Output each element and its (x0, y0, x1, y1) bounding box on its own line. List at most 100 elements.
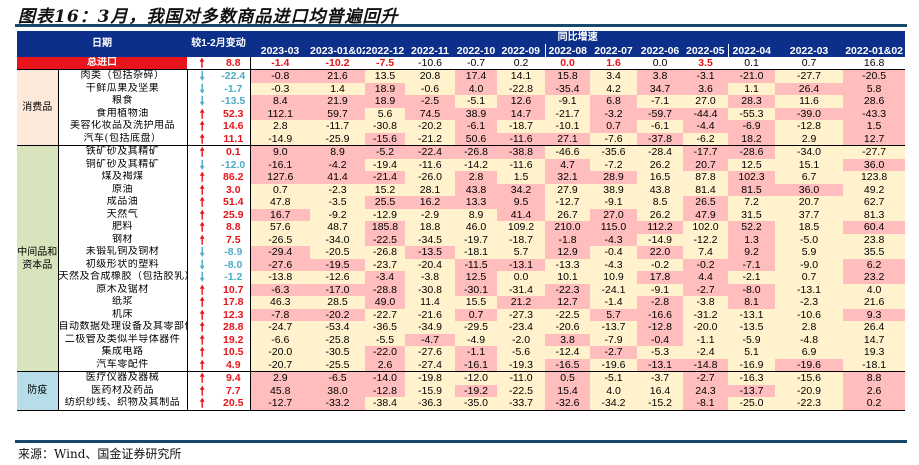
yoy-value-cell: -4.3 (590, 258, 638, 271)
yoy-value-cell: 0.5 (545, 371, 591, 385)
column-header: 2022-03 (775, 44, 844, 57)
table-row: 机床 🠕 12.3 -7.8 -20.2 -22.7 -21.6 0.7 -27.3 -22.5 5… (17, 308, 906, 321)
yoy-value-cell: 15.2 (365, 183, 406, 196)
yoy-value-cell: -27.6 (405, 346, 456, 359)
yoy-value-cell: 21.6 (310, 69, 366, 83)
yoy-value-cell: -34.0 (775, 145, 844, 159)
yoy-value-cell: 2.9 (775, 132, 844, 146)
yoy-value-cell: -7.9 (590, 333, 638, 346)
yoy-value-cell: 4.7 (545, 158, 591, 171)
yoy-value-cell: -19.7 (455, 233, 498, 246)
yoy-value-cell: 4.2 (590, 82, 638, 95)
arrow-up-icon: 🠕 (199, 221, 205, 234)
yoy-value-cell: -28.8 (365, 283, 406, 296)
yoy-value-cell: -20.4 (405, 258, 456, 271)
yoy-value-cell: 5.1 (728, 346, 776, 359)
table-row: 初级形状的塑料 🠗 -8.0 -27.6 -19.5 -23.7 -20.4 -11.5 -13… (17, 258, 906, 271)
table-row: 自动数据处理设备及其零部件 🠕 28.8 -24.7 -53.4 -36.5 -34.9 -2… (17, 321, 906, 334)
change-value: 7.7 (217, 384, 251, 397)
change-value: 51.4 (217, 196, 251, 209)
yoy-value-cell: 41.4 (497, 208, 546, 221)
yoy-value-cell: 28.9 (590, 171, 638, 184)
yoy-value-cell: -6.6 (250, 333, 311, 346)
arrow-up-icon: 🠕 (199, 333, 205, 346)
yoy-value-cell: -27.7 (843, 145, 906, 159)
yoy-value-cell: -24.7 (250, 321, 311, 334)
yoy-value-cell: -19.3 (497, 358, 546, 372)
yoy-value-cell: -30.5 (310, 346, 366, 359)
yoy-value-cell: 26.7 (545, 208, 591, 221)
yoy-value-cell: 1.5 (843, 120, 906, 133)
change-value: 20.5 (217, 397, 251, 411)
yoy-value-cell: -4.8 (775, 333, 844, 346)
yoy-value-cell: -13.1 (775, 283, 844, 296)
yoy-value-cell: 14.1 (497, 69, 546, 83)
yoy-value-cell: 2.8 (455, 171, 498, 184)
yoy-value-cell: -15.6 (365, 132, 406, 146)
commodity-name: 肥料 (58, 221, 188, 234)
yoy-value-cell: -13.1 (728, 308, 776, 321)
arrow-up-icon: 🠕 (199, 183, 205, 196)
yoy-value-cell: 8.5 (637, 196, 684, 209)
arrow-up-icon: 🠕 (187, 57, 217, 70)
change-value: -1.7 (217, 82, 251, 95)
yoy-value-cell: -10.1 (545, 120, 591, 133)
table-row: 粮食 🠗 -13.5 8.4 21.9 18.9 -2.5 -5.1 12.6 -9.1 6.8 -7… (17, 95, 906, 108)
yoy-value-cell: 8.8 (843, 371, 906, 385)
yoy-value-cell: -0.2 (637, 258, 684, 271)
change-value: 0.1 (217, 145, 251, 159)
column-header-row: 2023-03 2023-01&02 2022-12 2022-11 2022-10 20… (17, 44, 906, 57)
yoy-value-cell: -27.7 (775, 69, 844, 83)
yoy-value-cell: -14.9 (637, 233, 684, 246)
yoy-value-cell: -12.0 (455, 371, 498, 385)
commodity-name: 集成电路 (58, 346, 188, 359)
yoy-value-cell: -44.4 (683, 107, 729, 120)
column-header: 2023-03 (250, 44, 311, 57)
yoy-value-cell: -31.4 (497, 283, 546, 296)
yoy-value-cell: -13.7 (728, 384, 776, 397)
commodity-name: 原油 (58, 183, 188, 196)
commodity-name: 汽车(包括底盘） (58, 132, 188, 146)
yoy-value-cell: -34.0 (310, 233, 366, 246)
yoy-value-cell: 62.7 (843, 196, 906, 209)
yoy-value-cell: 81.4 (683, 183, 729, 196)
total-value-cell: 0.0 (637, 57, 684, 70)
yoy-value-cell: 19.3 (843, 346, 906, 359)
table-row: 天然及合成橡胶（包括胶乳） 🠗 -1.2 -13.8 -12.6 -3.4 -3.8 12.5… (17, 271, 906, 284)
yoy-value-cell: 127.6 (250, 171, 311, 184)
yoy-value-cell: -38.8 (497, 145, 546, 159)
yoy-value-cell: -35.4 (545, 82, 591, 95)
yoy-value-cell: 3.6 (683, 82, 729, 95)
yoy-value-cell: 3.8 (545, 333, 591, 346)
yoy-value-cell: 6.8 (590, 95, 638, 108)
yoy-value-cell: 20.7 (775, 196, 844, 209)
yoy-value-cell: -2.3 (310, 183, 366, 196)
change-value: 17.8 (217, 296, 251, 309)
table-row: 中间品和资本品 铁矿砂及其精矿 🠕 0.1 9.0 8.9 -5.2 -22.4 -26.8 -3… (17, 145, 906, 372)
table-row: 二极管及类似半导体器件 🠕 19.2 -6.6 -25.8 -5.5 -4.7 -4.9 -2.… (17, 333, 906, 346)
commodity-name: 天然气 (58, 208, 188, 221)
commodity-name: 医疗仪器及器械 (58, 371, 188, 385)
yoy-value-cell: -46.6 (545, 145, 591, 159)
arrow-up-icon: 🠕 (199, 208, 205, 221)
yoy-value-cell: 47.9 (683, 208, 729, 221)
change-value: 4.9 (217, 358, 251, 372)
yoy-value-cell: -23.4 (497, 321, 546, 334)
yoy-value-cell: -12.9 (365, 208, 406, 221)
yoy-value-cell: 1.1 (728, 82, 776, 95)
yoy-value-cell: 12.6 (497, 95, 546, 108)
yoy-value-cell: -22.3 (775, 397, 844, 411)
change-value: 8.8 (217, 221, 251, 234)
yoy-value-cell: 7.4 (683, 246, 729, 259)
yoy-value-cell: 4.0 (455, 82, 498, 95)
yoy-value-cell: 12.9 (545, 246, 591, 259)
yoy-value-cell: -5.2 (365, 145, 406, 159)
yoy-value-cell: 7.2 (728, 196, 776, 209)
yoy-value-cell: -1.1 (455, 346, 498, 359)
yoy-value-cell: 46.0 (455, 221, 498, 234)
yoy-value-cell: -12.2 (683, 233, 729, 246)
total-value-cell: 16.8 (843, 57, 906, 70)
yoy-value-cell: -3.4 (365, 271, 406, 284)
change-value: 86.2 (217, 171, 251, 184)
yoy-value-cell: -6.1 (455, 120, 498, 133)
